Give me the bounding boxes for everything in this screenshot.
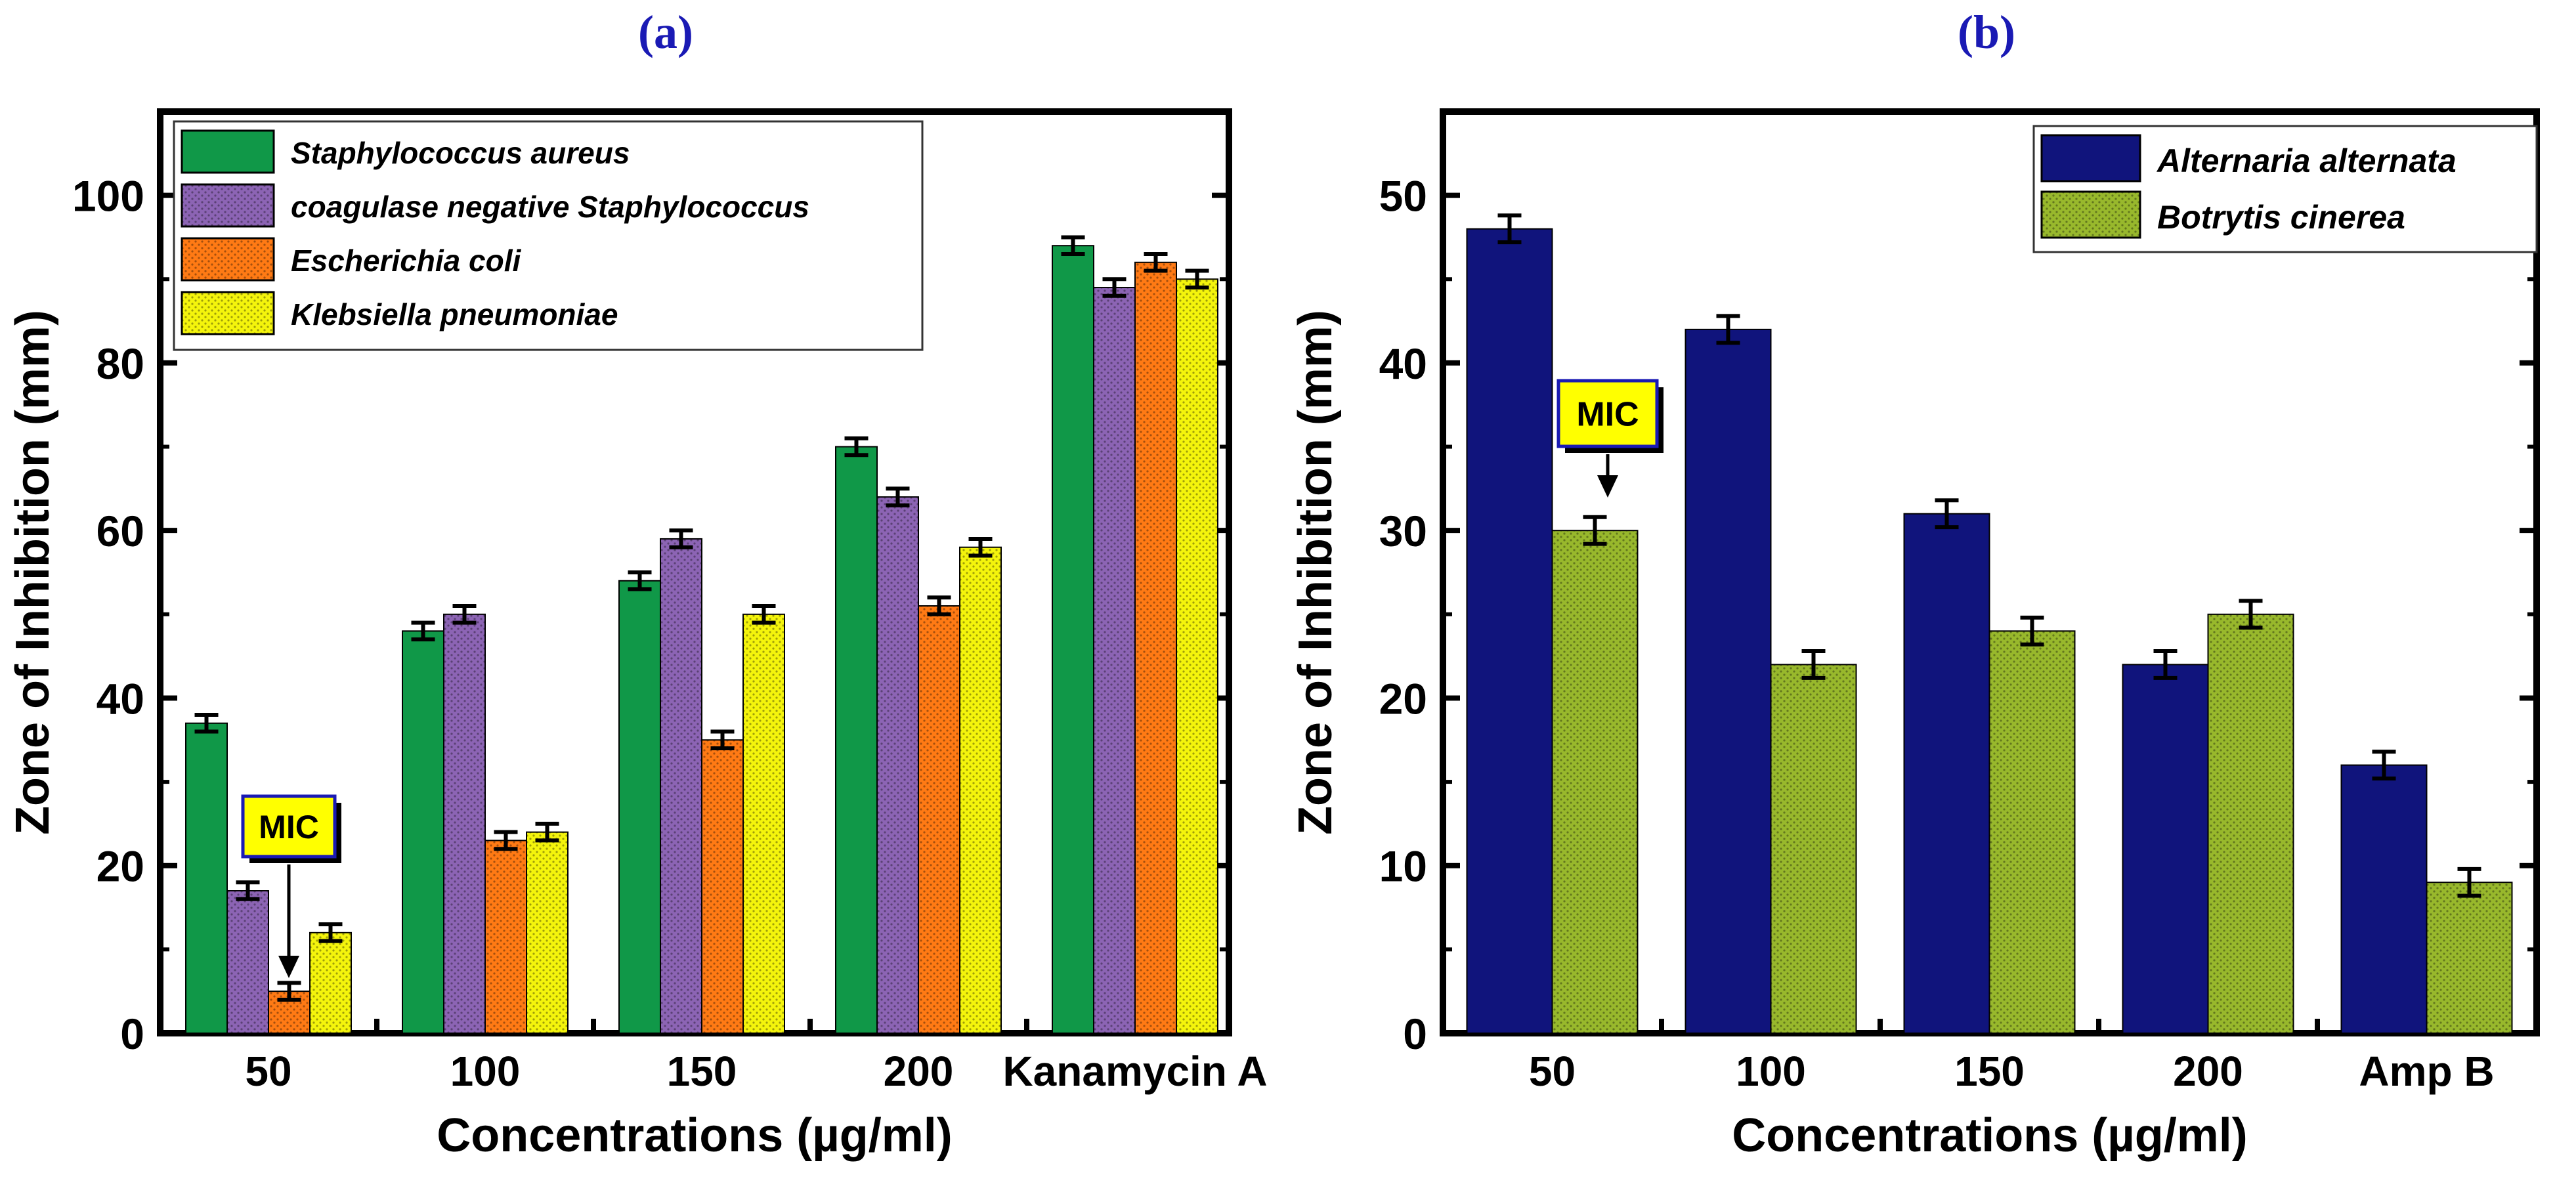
chart-0: 0 20 40 60 80 100 50 100 150 200 Kanamycin A Concen… [7, 108, 1268, 1162]
x-tick-label: 50 [1529, 1048, 1576, 1095]
bar [185, 722, 228, 1034]
bar-texture [1552, 530, 1638, 1033]
bar [618, 580, 661, 1034]
y-tick-label: 80 [97, 339, 144, 388]
legend-swatch [2040, 134, 2141, 182]
bar [835, 446, 878, 1034]
mic-label: MIC [1576, 396, 1639, 434]
y-tick-label: 20 [97, 842, 144, 891]
bar-texture [1771, 664, 1857, 1033]
x-tick-label: 100 [450, 1048, 521, 1095]
bar-texture [310, 932, 351, 1033]
bar-texture [2208, 614, 2294, 1033]
bar-texture [702, 740, 743, 1033]
mic-annotation: MIC [1556, 379, 1664, 498]
x-tick-label: 150 [1954, 1048, 2025, 1095]
legend-label: Staphylococcus aureus [291, 136, 630, 170]
x-axis-label: Concentrations (µg/ml) [1732, 1109, 2248, 1162]
mic-box [241, 794, 337, 859]
legend-box [173, 120, 924, 351]
bar-texture [1176, 279, 1218, 1034]
mic-label: MIC [259, 809, 319, 845]
bar-texture [444, 614, 485, 1033]
mic-box [1556, 379, 1659, 448]
legend-swatch-texture [182, 238, 274, 280]
legend-label: Alternaria alternata [2156, 142, 2457, 179]
bar [1685, 328, 1772, 1034]
bar [1052, 245, 1094, 1034]
x-axis-label: Concentrations (µg/ml) [437, 1109, 953, 1162]
bar [2122, 664, 2209, 1034]
bar-texture [485, 840, 526, 1033]
legend: Alternaria alternata Botrytis cinerea [2032, 125, 2538, 253]
x-tick-label: Kanamycin A [1002, 1048, 1267, 1095]
bar [1903, 513, 1990, 1034]
mic-arrow-head [278, 956, 299, 978]
legend-swatch-texture [2042, 192, 2140, 238]
panel-b-title: (b) [1958, 6, 2015, 58]
x-tick-label: Amp B [2359, 1048, 2494, 1095]
bar [2340, 764, 2428, 1034]
bar-texture [1094, 288, 1135, 1033]
bar-texture [1135, 262, 1176, 1033]
legend-label: coagulase negative Staphylococcus [291, 190, 809, 224]
legend-swatch-texture [182, 292, 274, 334]
mic-annotation: MIC [241, 794, 341, 978]
x-tick-label: 50 [245, 1048, 291, 1095]
x-tick-label: 150 [667, 1048, 737, 1095]
y-tick-label: 40 [1379, 339, 1427, 388]
legend-swatch-texture [182, 184, 274, 226]
y-tick-label: 100 [72, 172, 144, 221]
y-tick-label: 10 [1379, 842, 1427, 891]
y-tick-label: 0 [120, 1010, 144, 1058]
bar-texture [227, 891, 268, 1033]
legend-label: Escherichia coli [291, 244, 521, 278]
legend-swatch [181, 129, 275, 174]
y-tick-label: 40 [97, 674, 144, 723]
bar-texture [918, 606, 960, 1033]
bar-texture [1989, 631, 2075, 1033]
y-axis-label: Zone of Inhibition (mm) [7, 310, 59, 835]
bar-texture [960, 547, 1001, 1033]
bar-texture [877, 497, 918, 1033]
bar [1466, 228, 1553, 1034]
y-axis-label: Zone of Inhibition (mm) [1289, 310, 1342, 835]
mic-arrow-head [1597, 475, 1618, 498]
legend-label: Botrytis cinerea [2157, 199, 2405, 236]
y-tick-label: 30 [1379, 507, 1427, 555]
y-tick-label: 20 [1379, 674, 1427, 723]
legend: Staphylococcus aureus coagulase negative … [173, 120, 924, 351]
x-tick-label: 100 [1736, 1048, 1806, 1095]
bar [402, 630, 444, 1034]
bar-texture [526, 832, 568, 1033]
y-tick-label: 60 [97, 507, 144, 555]
bar-texture [2426, 882, 2512, 1033]
x-tick-label: 200 [884, 1048, 954, 1095]
bar-texture [660, 538, 702, 1033]
bar-texture [743, 614, 784, 1033]
chart-1: 0 10 20 30 40 50 50 100 150 200 Amp B Concentration… [1289, 108, 2540, 1162]
y-tick-label: 50 [1379, 172, 1427, 221]
panel-a-title: (a) [638, 6, 693, 58]
y-tick-label: 0 [1403, 1010, 1427, 1058]
x-tick-label: 200 [2173, 1048, 2243, 1095]
legend-label: Klebsiella pneumoniae [291, 297, 618, 331]
